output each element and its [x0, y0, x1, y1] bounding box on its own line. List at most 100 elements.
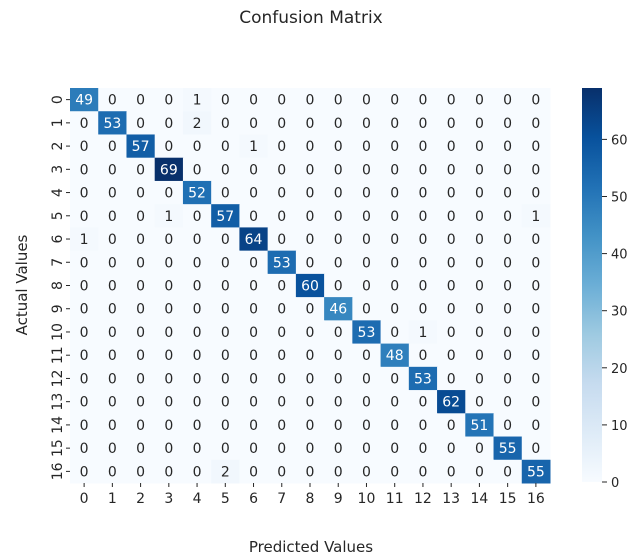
colorbar-tick-label: 0 [611, 476, 619, 491]
heatmap-cell [352, 366, 382, 391]
cell-value-label: 0 [390, 116, 399, 132]
heatmap-cell [465, 204, 495, 228]
cell-value-label: 0 [249, 209, 258, 225]
cell-value-label: 0 [136, 325, 145, 341]
x-tick-label: 2 [136, 491, 145, 507]
heatmap-cell [380, 297, 410, 321]
cell-value-label: 0 [362, 441, 371, 457]
heatmap-cell [465, 134, 495, 159]
heatmap-cell [352, 204, 382, 228]
colorbar-tick-label: 30 [611, 305, 628, 320]
heatmap-cell [98, 459, 127, 484]
cell-value-label: 53 [358, 325, 376, 341]
cell-value-label: 0 [390, 395, 399, 411]
heatmap-cell [352, 180, 382, 205]
cell-value-label: 0 [503, 464, 512, 480]
cell-value-label: 0 [503, 395, 512, 411]
heatmap-cell [324, 204, 353, 228]
cell-value-label: 0 [475, 302, 484, 318]
cell-value-label: 0 [306, 116, 315, 132]
heatmap-cell [211, 180, 240, 205]
colorbar-tick-label: 20 [611, 362, 628, 377]
cell-value-label: 0 [108, 464, 117, 480]
heatmap-cell [437, 320, 466, 345]
heatmap-cell [437, 180, 466, 205]
y-axis-label: Actual Values [13, 234, 31, 335]
chart-title: Confusion Matrix [239, 8, 383, 28]
cell-value-label: 0 [418, 209, 427, 225]
heatmap-cell [408, 413, 438, 438]
heatmap-cell [154, 134, 184, 159]
cell-value-label: 49 [75, 93, 93, 109]
heatmap-cell [98, 343, 127, 368]
heatmap-cell [493, 134, 523, 159]
heatmap-cell [493, 250, 523, 275]
cell-value-label: 0 [164, 395, 173, 411]
cell-value-label: 0 [221, 302, 230, 318]
cell-value-label: 0 [503, 418, 512, 434]
x-tick-label: 5 [221, 491, 230, 507]
heatmap-cell [126, 180, 156, 205]
heatmap-cell [295, 436, 325, 461]
heatmap-cell-labels: 49 0 0 0 1 0 0 0 0 0 0 0 0 0 0 0 0 0 53 0 0 2 0 0 0 0 0 0 0 0 0 0 0 0 0 0 57… [75, 93, 545, 481]
cell-value-label: 0 [136, 232, 145, 248]
cell-value-label: 1 [80, 232, 89, 248]
cell-value-label: 0 [447, 348, 456, 364]
cell-value-label: 0 [418, 93, 427, 109]
heatmap-cell [239, 436, 269, 461]
cell-value-label: 0 [108, 302, 117, 318]
cell-value-label: 1 [531, 209, 540, 225]
heatmap-cell [521, 204, 551, 228]
cell-value-label: 0 [306, 371, 315, 387]
heatmap-cell [267, 111, 297, 135]
cell-value-label: 46 [329, 302, 347, 318]
cell-value-label: 0 [503, 348, 512, 364]
heatmap-cell [521, 134, 551, 159]
cell-value-label: 0 [80, 371, 89, 387]
cell-value-label: 0 [306, 209, 315, 225]
cell-value-label: 0 [306, 232, 315, 248]
cell-value-label: 0 [108, 418, 117, 434]
heatmap-cell [408, 88, 438, 112]
heatmap-cell [437, 297, 466, 321]
heatmap-cell [70, 459, 99, 484]
cell-value-label: 0 [108, 255, 117, 271]
cell-value-label: 0 [249, 348, 258, 364]
heatmap-cell [126, 366, 156, 391]
heatmap-cell [324, 134, 353, 159]
heatmap-cell [465, 88, 495, 112]
heatmap-cell [352, 111, 382, 135]
cell-value-label: 0 [193, 325, 202, 341]
cell-value-label: 0 [136, 302, 145, 318]
heatmap-cell [267, 88, 297, 112]
cell-value-label: 0 [193, 232, 202, 248]
cell-value-label: 55 [499, 441, 517, 457]
heatmap-cell [211, 436, 240, 461]
cell-value-label: 0 [80, 139, 89, 155]
cell-value-label: 0 [503, 255, 512, 271]
heatmap-cell [352, 250, 382, 275]
cell-value-label: 0 [277, 371, 286, 387]
x-tick-label: 7 [277, 491, 286, 507]
x-tick-label: 13 [442, 491, 460, 507]
y-tick-label: 0 [50, 95, 66, 104]
heatmap-cell [211, 157, 240, 182]
heatmap-cell [295, 250, 325, 275]
cell-value-label: 0 [108, 93, 117, 109]
cell-value-label: 0 [306, 93, 315, 109]
cell-value-label: 0 [418, 232, 427, 248]
colorbar-tick-label: 10 [611, 419, 628, 434]
cell-value-label: 0 [221, 279, 230, 295]
y-tick-label: 5 [50, 211, 66, 220]
cell-value-label: 0 [193, 371, 202, 387]
heatmap-cell [267, 320, 297, 345]
cell-value-label: 0 [108, 348, 117, 364]
heatmap-cell [437, 204, 466, 228]
cell-value-label: 0 [503, 371, 512, 387]
heatmap-cell [182, 227, 212, 252]
cell-value-label: 0 [193, 162, 202, 178]
cell-value-label: 0 [108, 441, 117, 457]
cell-value-label: 0 [80, 279, 89, 295]
heatmap-cell [521, 459, 551, 484]
